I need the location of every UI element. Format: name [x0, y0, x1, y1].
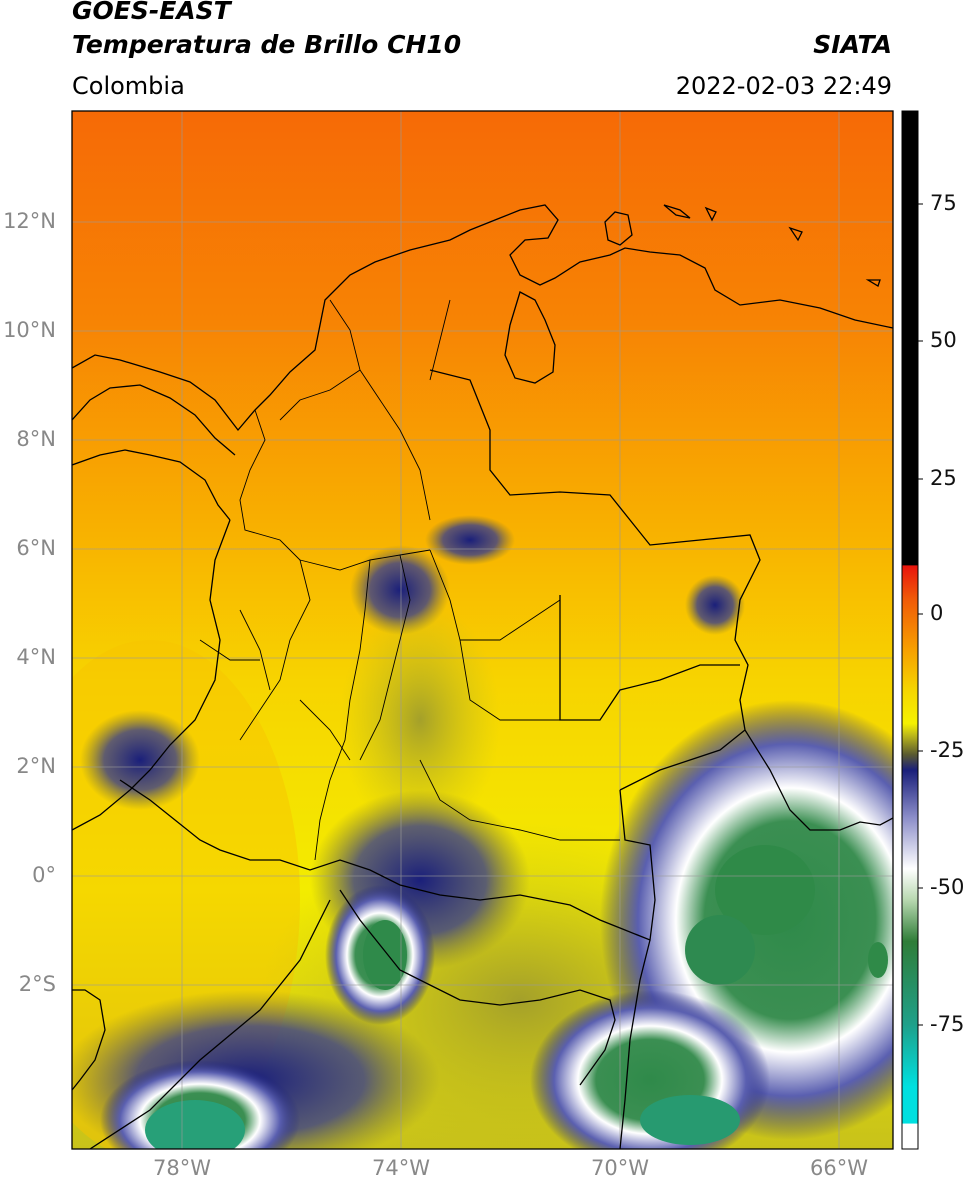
colorbar-label-minus25: -25 — [930, 738, 964, 762]
caribbean-island-2 — [704, 206, 717, 222]
ecuador-peru-south — [89, 899, 331, 1149]
caribbean-island-1 — [663, 204, 691, 219]
lat-label-4N: 4°N — [16, 645, 56, 669]
cloud-cluster-pacific — [80, 710, 200, 810]
colorbar: 75 50 25 0 -25 -50 -75 — [901, 110, 964, 1150]
satellite-title: GOES-EAST — [72, 0, 231, 25]
colombia-brazil-border — [744, 729, 893, 831]
lon-label-66W: 66°W — [810, 1156, 868, 1180]
colorbar-label-75: 75 — [930, 191, 957, 215]
cloud-cluster-east — [685, 575, 745, 635]
product-title: Temperatura de Brillo CH10 — [72, 30, 462, 59]
lat-label-8N: 8°N — [16, 427, 56, 451]
colorbar-label-25: 25 — [930, 466, 957, 490]
latitude-labels: 12°N 10°N 8°N 6°N 4°N 2°N 0° 2°S — [3, 209, 56, 996]
ecuador-coastline — [72, 989, 106, 1091]
coastlines-borders — [72, 204, 893, 1149]
lake-maracaibo — [504, 291, 556, 384]
colorbar-label-minus50: -50 — [930, 875, 964, 899]
pacific-coastline — [72, 519, 231, 831]
colombia-south-border — [119, 779, 656, 941]
source-label: SIATA — [813, 30, 892, 59]
caribbean-island-3 — [788, 226, 803, 242]
cold-core-5 — [640, 1095, 740, 1145]
cold-core-6 — [868, 942, 888, 978]
peru-ecuador-border — [339, 889, 616, 1086]
lat-label-10N: 10°N — [3, 318, 56, 342]
cloud-cluster-north — [425, 515, 515, 565]
datetime-label: 2022-02-03 22:49 — [675, 72, 892, 100]
curacao-aruba-islands — [604, 211, 633, 246]
colorbar-label-0: 0 — [930, 601, 943, 625]
caribbean-island-4 — [865, 279, 881, 287]
colorbar-scale — [901, 110, 919, 1150]
panama-coastline — [72, 384, 236, 456]
colorbar-label-50: 50 — [930, 328, 957, 352]
longitude-labels: 78°W 74°W 70°W 66°W — [153, 1156, 868, 1180]
map-frame — [71, 110, 894, 1150]
lon-label-70W: 70°W — [591, 1156, 649, 1180]
lat-label-2S: 2°S — [19, 972, 56, 996]
cold-core-4 — [145, 1100, 245, 1149]
peru-brazil-border — [619, 939, 651, 1149]
cloud-cluster-andes — [350, 545, 450, 635]
panama-south-coast — [72, 449, 231, 521]
colombia-venezuela-border — [429, 369, 761, 731]
colorbar-label-minus75: -75 — [930, 1012, 964, 1036]
venezuela-brazil-border — [619, 729, 746, 791]
cold-core-2 — [685, 915, 755, 985]
department-boundaries — [199, 299, 620, 861]
brightness-temperature-image — [72, 111, 893, 1149]
cold-core-1 — [715, 845, 815, 935]
deep-convection-southeast — [530, 990, 770, 1149]
colorbar-ticks — [918, 203, 923, 1026]
lat-label-12N: 12°N — [3, 209, 56, 233]
lat-label-2N: 2°N — [16, 754, 56, 778]
caribbean-coastline — [72, 204, 893, 432]
region-label: Colombia — [72, 72, 185, 100]
lat-label-6N: 6°N — [16, 536, 56, 560]
lat-label-0: 0° — [32, 863, 56, 887]
olive-area-andes — [340, 600, 500, 840]
gridlines — [72, 111, 893, 1149]
lon-label-78W: 78°W — [153, 1156, 211, 1180]
lon-label-74W: 74°W — [372, 1156, 430, 1180]
cold-core-3 — [363, 920, 407, 990]
